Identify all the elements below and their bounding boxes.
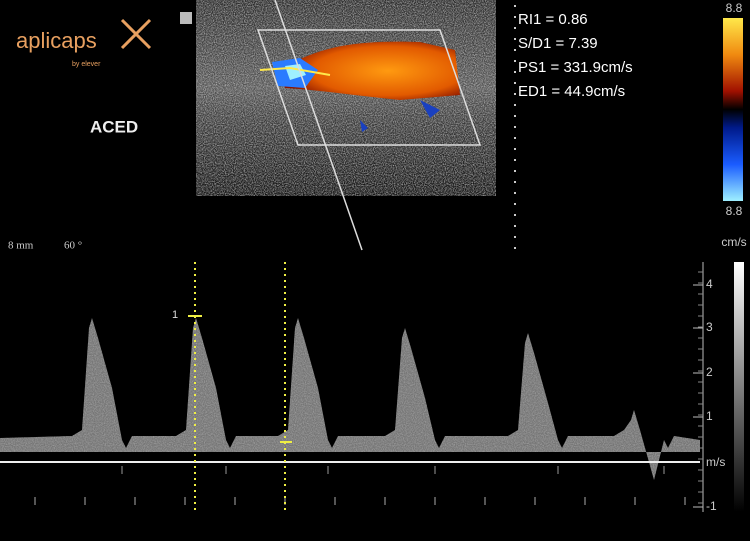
scale-label: 1 [706, 409, 713, 423]
mode-label: ACED [90, 117, 138, 136]
measurement: PS1 = 331.9cm/s [518, 59, 633, 76]
measurements: RI1 = 0.86 S/D1 = 7.39 PS1 = 331.9cm/s ED1 … [518, 11, 633, 100]
scale-label: 4 [706, 277, 713, 291]
color-bar [723, 18, 743, 201]
measurement: RI1 = 0.86 [518, 11, 588, 28]
color-scale-unit: cm/s [721, 235, 746, 249]
cursor-label: 1 [172, 309, 178, 321]
probe-depth: 8 mm [8, 240, 34, 252]
measurement: ED1 = 44.9cm/s [518, 83, 625, 100]
spectrum-speckle [0, 318, 700, 480]
velocity-scale: 4 3 2 1 -1 m/s [693, 262, 725, 513]
doppler-spectrum [0, 318, 700, 505]
probe-angle: 60 ° [64, 240, 82, 252]
gray-bar [734, 262, 744, 512]
logo-tagline: by elever [72, 61, 101, 68]
scale-label: 2 [706, 365, 713, 379]
scale-unit: m/s [706, 455, 725, 469]
measurement: S/D1 = 7.39 [518, 35, 598, 52]
color-scale-bottom: 8.8 [726, 204, 743, 218]
logo-icon [120, 18, 152, 50]
scale-label: 3 [706, 320, 713, 334]
color-scale-top: 8.8 [726, 1, 743, 15]
logo-name: aplicaps [16, 28, 97, 53]
scale-label: -1 [706, 499, 717, 513]
b-mode-image [180, 0, 496, 251]
